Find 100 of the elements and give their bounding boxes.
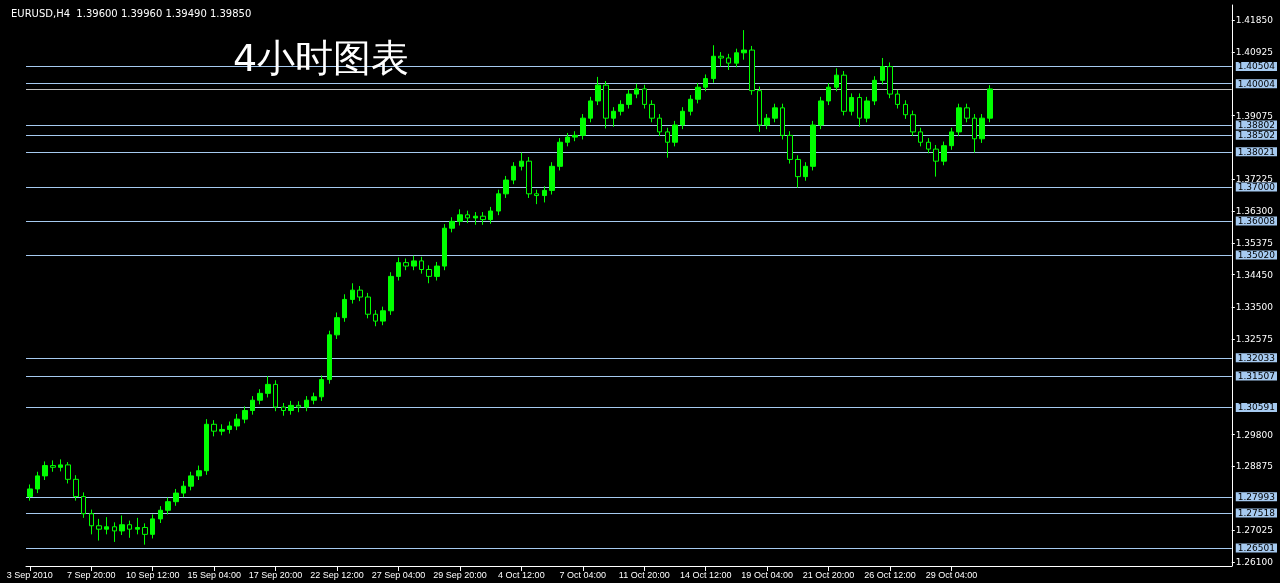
y-tick-label: 1.28875 xyxy=(1235,461,1273,472)
ref-line-label: 1.37000 xyxy=(1237,181,1276,192)
candlestick xyxy=(50,459,56,473)
y-tick-label: 1.32575 xyxy=(1235,334,1273,345)
candlestick xyxy=(826,82,831,106)
candlestick xyxy=(972,113,977,154)
candlestick xyxy=(488,206,493,225)
candlestick xyxy=(595,76,601,106)
candlestick xyxy=(96,518,102,542)
candlestick xyxy=(27,483,33,502)
candlestick xyxy=(841,70,847,116)
candlestick xyxy=(219,423,225,436)
candlestick xyxy=(342,293,347,323)
candlestick xyxy=(895,89,900,110)
ref-line-label: 1.38502 xyxy=(1237,130,1275,141)
candlestick xyxy=(227,421,232,435)
y-tick-label: 1.27025 xyxy=(1235,525,1273,536)
ref-line-label: 1.27993 xyxy=(1237,491,1275,502)
candlestick xyxy=(457,208,463,226)
candlestick xyxy=(864,96,870,123)
candlestick xyxy=(979,113,985,144)
candlestick xyxy=(388,271,394,316)
candlestick xyxy=(142,522,148,546)
ref-line-label: 1.40004 xyxy=(1237,78,1276,89)
candlestick xyxy=(449,216,455,233)
candlestick xyxy=(196,465,202,481)
candlestick xyxy=(734,48,739,68)
candlestick xyxy=(810,120,816,171)
candlestick xyxy=(903,99,908,120)
candlestick xyxy=(265,375,271,398)
ref-line-label: 1.27518 xyxy=(1237,508,1276,519)
candlestick xyxy=(165,497,171,515)
x-tick-label: 22 Sep 12:00 xyxy=(310,569,364,580)
chart-subtitle: EURUSD,H4 1.39600 1.39960 1.39490 1.39850 xyxy=(11,7,252,19)
candlestick xyxy=(104,516,109,535)
candlestick xyxy=(933,144,939,178)
x-tick-label: 7 Oct 04:00 xyxy=(559,569,607,580)
candlestick xyxy=(127,520,132,539)
candlestick xyxy=(572,130,578,142)
candlestick xyxy=(296,400,301,413)
y-tick-label: 1.33500 xyxy=(1235,302,1274,313)
ref-line-label: 1.38802 xyxy=(1237,119,1275,130)
candlestick xyxy=(319,374,324,402)
candlestick xyxy=(787,130,793,165)
candlestick xyxy=(519,152,524,171)
candlestick xyxy=(65,461,71,484)
candlestick xyxy=(926,137,931,154)
candlestick xyxy=(281,402,286,417)
candlestick xyxy=(257,388,263,405)
candlestick xyxy=(588,96,593,123)
y-tick-label: 1.36300 xyxy=(1235,206,1274,217)
candlestick xyxy=(642,84,647,110)
candlestick xyxy=(834,67,839,92)
candlestick xyxy=(603,80,609,129)
candlestick xyxy=(964,103,970,123)
candlestick xyxy=(634,83,639,99)
candlestick xyxy=(987,84,993,123)
ref-line-label: 1.26501 xyxy=(1237,543,1275,554)
candlestick xyxy=(910,110,916,137)
x-tick-label: 29 Sep 20:00 xyxy=(433,569,487,580)
x-tick-label: 19 Oct 04:00 xyxy=(741,569,793,580)
candlestick xyxy=(757,86,762,133)
candlestick xyxy=(81,491,86,519)
candlestick xyxy=(350,282,355,305)
y-tick-label: 1.39075 xyxy=(1235,110,1273,121)
candlestick xyxy=(542,185,547,203)
candlestick xyxy=(42,460,48,481)
y-tick-label: 1.26100 xyxy=(1235,556,1274,567)
candlestick xyxy=(741,29,747,61)
ref-line-label: 1.30591 xyxy=(1237,402,1275,413)
candlestick xyxy=(480,211,486,226)
y-tick-label: 1.35375 xyxy=(1235,237,1273,248)
candlestick xyxy=(119,514,125,536)
candlestick xyxy=(411,255,417,271)
candlestick xyxy=(204,418,209,476)
x-tick-label: 10 Sep 12:00 xyxy=(125,569,180,580)
candlestick xyxy=(365,292,371,319)
candlestick xyxy=(772,103,778,123)
x-tick-label: 3 Sep 2010 xyxy=(6,569,53,580)
candlestick xyxy=(918,127,923,147)
candlestick xyxy=(526,156,532,199)
candlestick xyxy=(580,113,586,140)
y-tick-label: 1.34450 xyxy=(1235,269,1274,280)
x-tick-label: 17 Sep 20:00 xyxy=(248,569,303,580)
candlestick xyxy=(887,61,893,99)
y-tick-label: 1.41850 xyxy=(1235,15,1274,26)
candlestick xyxy=(304,395,309,412)
candlestick xyxy=(403,258,409,271)
candlestick xyxy=(396,256,401,282)
x-tick-label: 21 Oct 20:00 xyxy=(802,569,855,580)
candlestick xyxy=(211,419,217,437)
candlestick xyxy=(711,44,716,84)
candlestick xyxy=(89,509,94,535)
candlestick xyxy=(780,103,785,140)
candlestick xyxy=(357,285,363,302)
candlestick xyxy=(657,113,662,137)
candlestick xyxy=(373,309,378,327)
x-tick-label: 15 Sep 04:00 xyxy=(187,569,241,580)
candlestick xyxy=(872,75,877,106)
ref-line-label: 1.35020 xyxy=(1237,250,1276,261)
